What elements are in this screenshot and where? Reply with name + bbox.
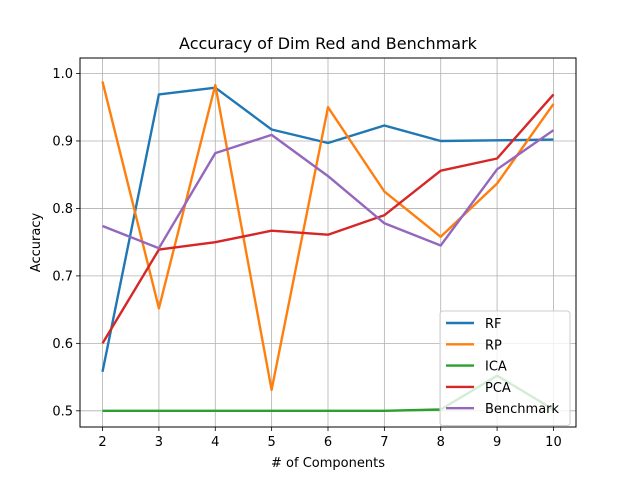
- legend: RF RP ICA PCA Benchmark: [439, 310, 571, 426]
- y-tick-label: 0.7: [52, 269, 73, 284]
- y-tick-label: 1.0: [52, 67, 73, 82]
- legend-label: ICA: [485, 360, 507, 375]
- y-axis-title: Accuracy: [29, 213, 44, 273]
- y-tick-label: 0.9: [52, 134, 73, 149]
- y-tick-label: 0.8: [52, 202, 73, 217]
- x-tick-label: 2: [98, 435, 106, 450]
- series-line-rp: [101, 81, 555, 392]
- series-lines: [101, 81, 555, 412]
- y-tick-label: 0.5: [52, 404, 73, 419]
- x-tick-label: 6: [324, 435, 332, 450]
- x-tick-label: 10: [545, 435, 562, 450]
- legend-box: [439, 310, 571, 426]
- legend-label: RP: [485, 338, 502, 353]
- x-tick-label: 9: [493, 435, 501, 450]
- x-tick-label: 8: [437, 435, 445, 450]
- x-axis-title: # of Components: [271, 456, 385, 471]
- legend-label: RF: [485, 317, 502, 332]
- x-tick-label: 5: [267, 435, 275, 450]
- x-tick-label: 3: [155, 435, 163, 450]
- legend-label: Benchmark: [485, 402, 560, 417]
- x-tick-label: 7: [380, 435, 388, 450]
- y-tick-label: 0.6: [52, 337, 73, 352]
- series-line-pca: [101, 93, 555, 345]
- legend-label: PCA: [485, 381, 511, 396]
- series-line-rf: [101, 86, 554, 372]
- y-axis: 0.5 0.6 0.7 0.8 0.9 1.0: [52, 67, 80, 419]
- x-tick-label: 4: [211, 435, 219, 450]
- chart-title: Accuracy of Dim Red and Benchmark: [179, 34, 478, 53]
- x-axis: 2 3 4 5 6 7 8 9 10: [98, 427, 562, 450]
- series-line-benchmark: [102, 129, 555, 250]
